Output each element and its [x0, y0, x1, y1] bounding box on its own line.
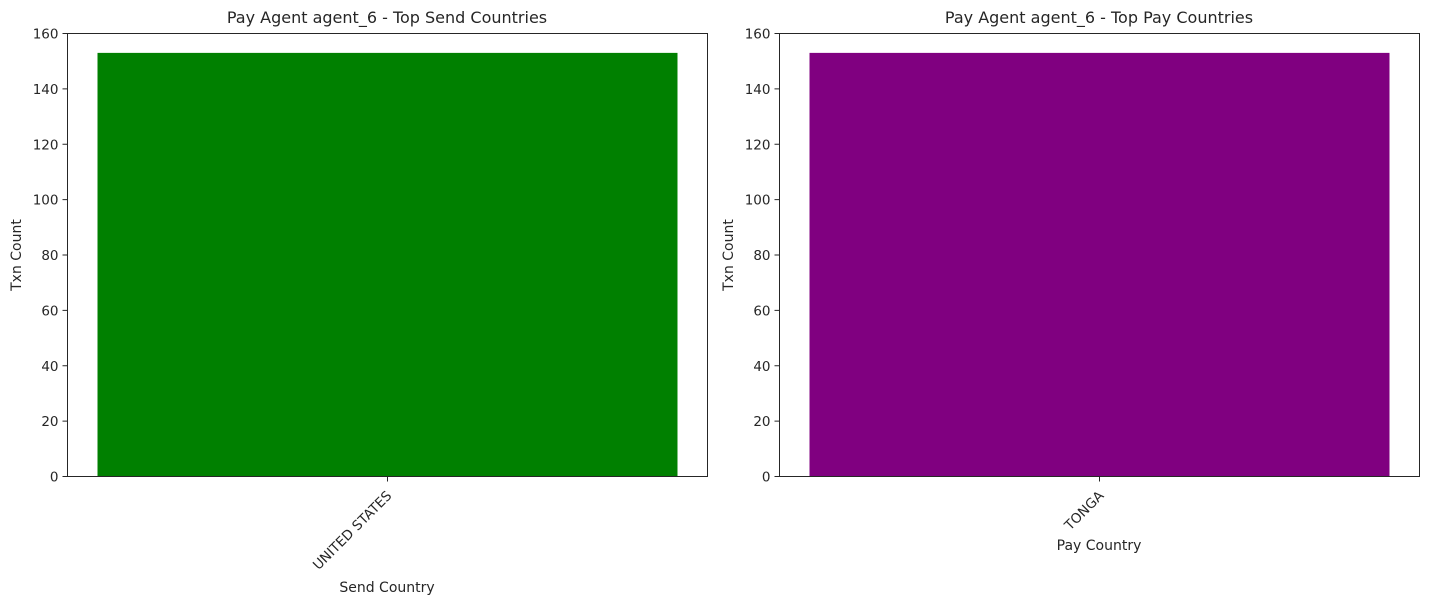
y-tick-label: 120: [745, 137, 771, 153]
y-tick-label: 20: [41, 414, 58, 430]
y-ticks: 0 20 40 60 80 100 120 140 160: [33, 27, 68, 486]
y-tick-label: 0: [50, 470, 59, 486]
pay-countries-chart: Pay Agent agent_6 - Top Pay Countries 0 2…: [721, 8, 1420, 554]
bars: [97, 52, 678, 477]
x-tick-label: TONGA: [1061, 487, 1108, 534]
y-tick-label: 80: [753, 248, 770, 264]
bar: [809, 52, 1390, 477]
x-axis-label: Pay Country: [1057, 538, 1142, 554]
y-tick-label: 60: [753, 303, 770, 319]
y-tick-label: 160: [745, 27, 771, 43]
y-tick-label: 100: [33, 193, 59, 209]
y-tick-label: 80: [41, 248, 58, 264]
chart-title: Pay Agent agent_6 - Top Pay Countries: [945, 8, 1253, 28]
y-axis-label: Txn Count: [721, 219, 737, 292]
send-countries-chart: Pay Agent agent_6 - Top Send Countries 0…: [9, 8, 708, 596]
x-tick-label: UNITED STATES: [310, 488, 395, 573]
y-tick-label: 0: [762, 470, 771, 486]
y-tick-label: 140: [33, 82, 59, 98]
y-tick-label: 40: [41, 359, 58, 375]
y-tick-label: 40: [753, 359, 770, 375]
x-ticks: TONGA: [1061, 476, 1108, 534]
y-tick-label: 20: [753, 414, 770, 430]
y-ticks: 0 20 40 60 80 100 120 140 160: [745, 27, 780, 486]
chart-title: Pay Agent agent_6 - Top Send Countries: [227, 8, 547, 28]
y-tick-label: 140: [745, 82, 771, 98]
bars: [809, 52, 1390, 477]
x-ticks: UNITED STATES: [310, 476, 395, 573]
y-axis-label: Txn Count: [9, 219, 25, 292]
y-tick-label: 160: [33, 27, 59, 43]
y-tick-label: 120: [33, 137, 59, 153]
bar: [97, 52, 678, 477]
x-axis-label: Send Country: [339, 580, 434, 596]
y-tick-label: 60: [41, 303, 58, 319]
y-tick-label: 100: [745, 193, 771, 209]
